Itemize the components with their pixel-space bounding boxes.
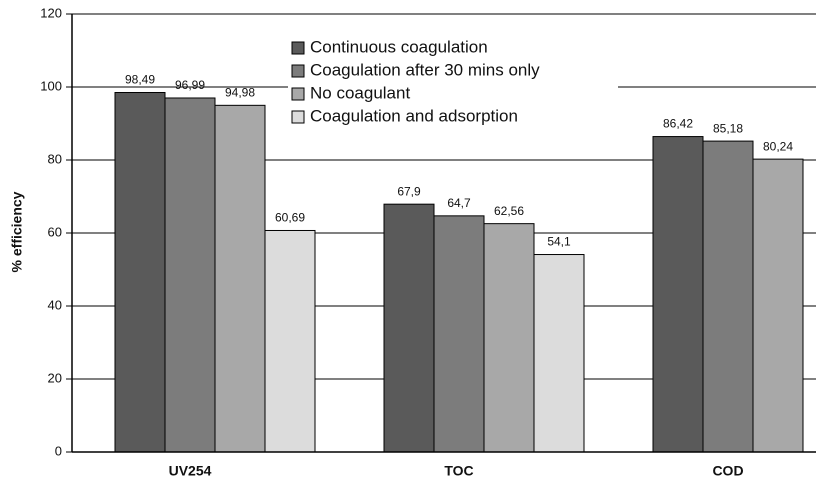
value-label: 85,18: [713, 121, 743, 135]
bar: [433, 215, 485, 453]
legend-label: Continuous coagulation: [310, 37, 488, 56]
y-tick-label: 60: [48, 224, 62, 239]
x-tick-label: COD: [712, 463, 743, 479]
value-label: 98,49: [125, 73, 155, 87]
y-tick-label: 100: [40, 78, 62, 93]
x-tick-label: TOC: [444, 463, 473, 479]
value-label: 60,69: [275, 211, 305, 225]
y-axis-label: % efficiency: [9, 191, 25, 272]
bar: [533, 254, 585, 453]
value-label: 86,42: [663, 117, 693, 131]
legend-label: No coagulant: [310, 83, 410, 102]
y-tick-label: 0: [55, 443, 62, 458]
value-label: 62,56: [494, 204, 524, 218]
bar: [752, 158, 804, 453]
value-label: 80,24: [763, 139, 793, 153]
x-tick-label: UV254: [169, 463, 212, 479]
value-label: 54,1: [547, 235, 571, 249]
value-label: 64,7: [447, 196, 471, 210]
value-label: 96,99: [175, 78, 205, 92]
bar: [214, 104, 266, 453]
legend-background: [288, 36, 618, 130]
bar: [264, 229, 316, 453]
bar: [383, 203, 435, 453]
bar: [483, 223, 535, 453]
value-label: 94,98: [225, 85, 255, 99]
legend-swatch: [291, 64, 305, 78]
legend-label: Coagulation after 30 mins only: [310, 60, 540, 79]
legend-swatch: [291, 41, 305, 55]
legend-swatch: [291, 110, 305, 124]
bar: [164, 97, 216, 453]
legend-swatch: [291, 87, 305, 101]
y-tick-label: 120: [40, 5, 62, 20]
y-tick-label: 40: [48, 297, 62, 312]
value-label: 67,9: [397, 184, 421, 198]
bar: [702, 140, 754, 453]
bar: [114, 92, 166, 453]
y-tick-label: 80: [48, 151, 62, 166]
y-tick-label: 20: [48, 370, 62, 385]
bar: [652, 136, 704, 453]
legend-label: Coagulation and adsorption: [310, 106, 518, 125]
